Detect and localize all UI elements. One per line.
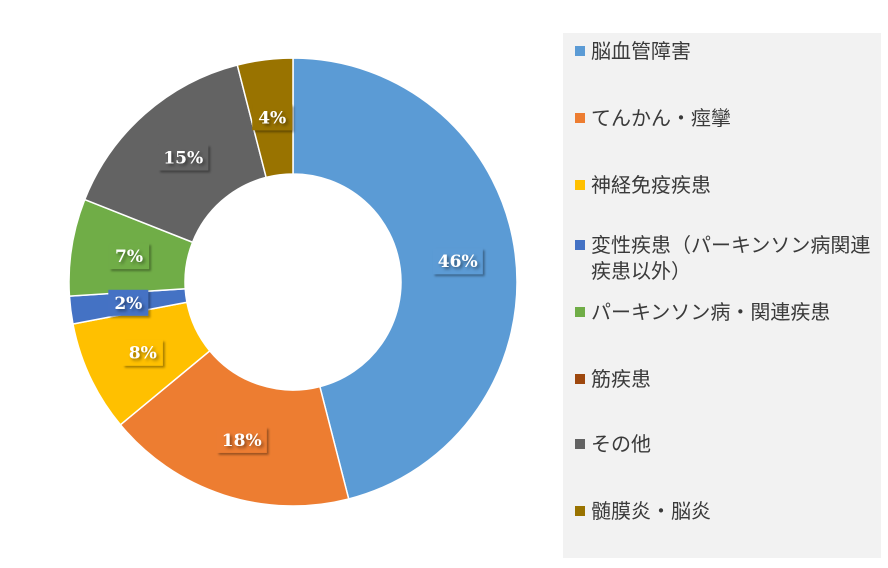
donut-slices <box>68 57 518 507</box>
legend-label: てんかん・痙攣 <box>591 106 731 130</box>
legend-item: 神経免疫疾患 <box>575 172 881 198</box>
legend-item: その他 <box>575 431 881 457</box>
legend-label: 筋疾患 <box>591 367 651 391</box>
legend-item: 筋疾患 <box>575 366 881 392</box>
slice-label-box-4 <box>109 243 150 270</box>
slice-label-box-2 <box>122 339 163 366</box>
slice-label-text-2: 8% <box>129 344 157 364</box>
slice-label-text-3: 2% <box>114 294 142 314</box>
donut-svg: 46% 18% 8% 2% 7% 15% 4% <box>68 57 518 507</box>
slice-label-2: 8% <box>122 339 163 366</box>
legend-label: 神経免疫疾患 <box>591 173 711 197</box>
slice-label-box-3 <box>108 289 149 316</box>
legend-item: 変性疾患（パーキンソン病関連疾患以外） <box>575 232 881 284</box>
slice-label-text-0: 46% <box>438 252 478 272</box>
legend-swatch <box>575 307 585 317</box>
slice-label-text-4: 7% <box>115 247 143 267</box>
chart-legend: 脳血管障害てんかん・痙攣 神経免疫疾患変性疾患（パーキンソン病関連疾患以外） パーキ… <box>563 33 881 558</box>
slice-label-3: 2% <box>108 289 149 316</box>
legend-label: 変性疾患（パーキンソン病関連疾患以外） <box>591 233 871 283</box>
slice-label-text-7: 4% <box>258 108 286 128</box>
legend-label: 髄膜炎・脳炎 <box>591 499 711 523</box>
legend-swatch <box>575 46 585 56</box>
legend-swatch <box>575 113 585 123</box>
slice-label-7: 4% <box>252 104 293 131</box>
legend-swatch <box>575 180 585 190</box>
donut-slice-0 <box>292 57 518 500</box>
slice-label-1: 18% <box>216 426 267 453</box>
legend-item: 髄膜炎・脳炎 <box>575 498 881 524</box>
legend-swatch <box>575 506 585 516</box>
legend-item: てんかん・痙攣 <box>575 105 881 131</box>
legend-swatch <box>575 439 585 449</box>
legend-label: その他 <box>591 432 651 456</box>
slice-label-text-1: 18% <box>222 431 262 451</box>
donut-chart: 46% 18% 8% 2% 7% 15% 4% <box>68 57 518 507</box>
slice-label-box-0 <box>432 248 483 275</box>
slice-labels: 46% 18% 8% 2% 7% 15% 4% <box>108 104 483 453</box>
slice-label-box-7 <box>252 104 293 131</box>
legend-swatch <box>575 374 585 384</box>
slice-label-0: 46% <box>432 248 483 275</box>
legend-item: 脳血管障害 <box>575 38 881 64</box>
slice-label-text-6: 15% <box>163 148 203 168</box>
legend-swatch <box>575 240 585 250</box>
slice-label-4: 7% <box>109 243 150 270</box>
slice-label-6: 15% <box>158 144 209 171</box>
slice-label-box-6 <box>158 144 209 171</box>
legend-label: パーキンソン病・関連疾患 <box>591 300 831 324</box>
legend-label: 脳血管障害 <box>591 39 691 63</box>
legend-item: パーキンソン病・関連疾患 <box>575 299 881 325</box>
slice-label-box-1 <box>216 426 267 453</box>
